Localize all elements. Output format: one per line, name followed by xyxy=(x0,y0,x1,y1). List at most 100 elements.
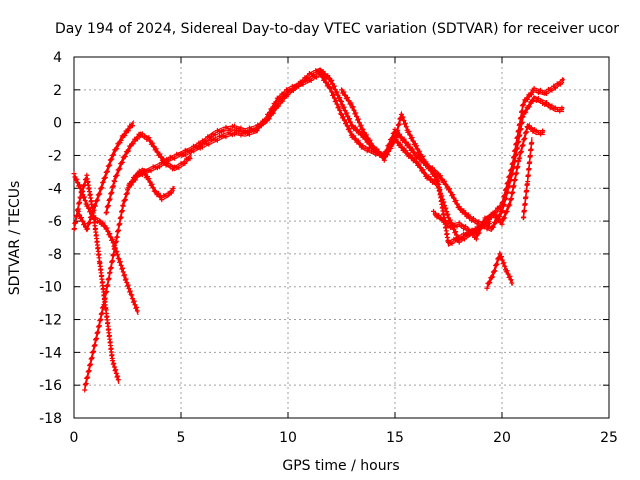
data-point-marker xyxy=(549,87,555,93)
data-point-marker xyxy=(501,260,507,266)
data-point-marker xyxy=(558,81,564,87)
data-point-marker xyxy=(131,298,137,304)
data-point-marker xyxy=(529,140,535,146)
data-point-marker xyxy=(133,177,139,183)
series-track-8 xyxy=(339,87,493,248)
data-point-marker xyxy=(89,355,95,361)
data-point-marker xyxy=(544,100,550,106)
data-point-marker xyxy=(453,198,459,204)
data-point-marker xyxy=(428,168,434,174)
y-tick-label: -16 xyxy=(39,378,62,394)
data-point-marker xyxy=(437,173,443,179)
data-point-marker xyxy=(96,323,102,329)
data-point-marker xyxy=(505,179,511,185)
data-point-marker xyxy=(124,191,130,197)
data-point-marker xyxy=(107,162,113,168)
data-point-marker xyxy=(398,111,404,117)
data-point-marker xyxy=(353,110,359,116)
x-tick-label: 25 xyxy=(600,430,618,446)
data-point-marker xyxy=(182,161,188,167)
data-point-marker xyxy=(401,136,407,142)
data-point-marker xyxy=(97,191,103,197)
data-point-marker xyxy=(490,274,496,280)
data-point-marker xyxy=(530,98,536,104)
data-point-marker xyxy=(443,182,449,188)
data-point-marker xyxy=(503,209,509,215)
data-point-marker xyxy=(111,183,117,189)
data-point-marker xyxy=(341,89,347,95)
data-point-marker xyxy=(525,179,531,185)
data-point-marker xyxy=(97,218,103,224)
data-point-marker xyxy=(522,135,528,141)
data-point-marker xyxy=(119,159,125,165)
data-point-marker xyxy=(105,203,111,209)
data-point-marker xyxy=(98,316,104,322)
data-point-marker xyxy=(157,164,163,170)
data-point-marker xyxy=(426,174,432,180)
data-point-marker xyxy=(270,105,276,111)
data-point-marker xyxy=(352,136,358,142)
data-point-marker xyxy=(351,107,357,113)
data-point-marker xyxy=(112,179,118,185)
data-point-marker xyxy=(444,220,450,226)
data-point-marker xyxy=(206,141,212,147)
data-point-marker xyxy=(280,98,286,104)
data-point-marker xyxy=(311,72,317,78)
data-point-marker xyxy=(462,211,468,217)
data-point-marker xyxy=(431,170,437,176)
data-point-marker xyxy=(223,134,229,140)
data-point-marker xyxy=(405,141,411,147)
data-point-marker xyxy=(157,151,163,157)
data-point-marker xyxy=(494,213,500,219)
data-point-marker xyxy=(527,153,533,159)
data-point-marker xyxy=(448,225,454,231)
data-point-marker xyxy=(214,137,220,143)
data-point-marker xyxy=(456,220,462,226)
data-point-marker xyxy=(402,121,408,127)
data-point-marker xyxy=(119,266,125,272)
data-point-marker xyxy=(517,155,523,161)
data-point-marker xyxy=(79,189,85,195)
data-point-marker xyxy=(142,134,148,140)
data-point-marker xyxy=(472,218,478,224)
data-point-marker xyxy=(352,124,358,130)
data-point-marker xyxy=(357,128,363,134)
y-tick-label: -4 xyxy=(48,181,62,197)
data-point-marker xyxy=(102,295,108,301)
data-point-marker xyxy=(468,228,474,234)
data-point-marker xyxy=(134,308,140,314)
data-point-marker xyxy=(380,154,386,160)
data-point-marker xyxy=(486,215,492,221)
data-point-marker xyxy=(512,176,518,182)
data-point-marker xyxy=(330,92,336,98)
data-point-marker xyxy=(108,264,114,270)
data-point-marker xyxy=(456,203,462,209)
data-point-marker xyxy=(105,168,111,174)
y-tick-label: -8 xyxy=(48,247,62,263)
data-point-marker xyxy=(163,193,169,199)
data-point-marker xyxy=(139,131,145,137)
data-point-marker xyxy=(122,154,128,160)
data-point-marker xyxy=(465,226,471,232)
data-point-marker xyxy=(515,134,521,140)
data-point-marker xyxy=(355,117,361,123)
data-point-marker xyxy=(105,282,111,288)
data-point-marker xyxy=(516,127,522,133)
data-point-marker xyxy=(420,167,426,173)
data-point-marker xyxy=(320,68,326,74)
data-point-marker xyxy=(113,370,119,376)
data-point-marker xyxy=(538,131,544,137)
data-point-marker xyxy=(417,165,423,171)
series-line xyxy=(180,69,565,242)
data-point-marker xyxy=(349,105,355,111)
data-point-marker xyxy=(150,185,156,191)
data-point-marker xyxy=(507,202,513,208)
data-point-marker xyxy=(116,227,122,233)
data-point-marker xyxy=(126,148,132,154)
data-point-marker xyxy=(458,235,464,241)
data-point-marker xyxy=(132,302,138,308)
axis-ticks: 0 5 10 15 20 25 -18 -16 -14 -12 -10 -8 -6 -4 -2 0 2 4 xyxy=(39,50,618,446)
x-tick-label: 15 xyxy=(386,430,404,446)
data-point-marker xyxy=(92,203,98,209)
data-point-marker xyxy=(509,280,515,286)
